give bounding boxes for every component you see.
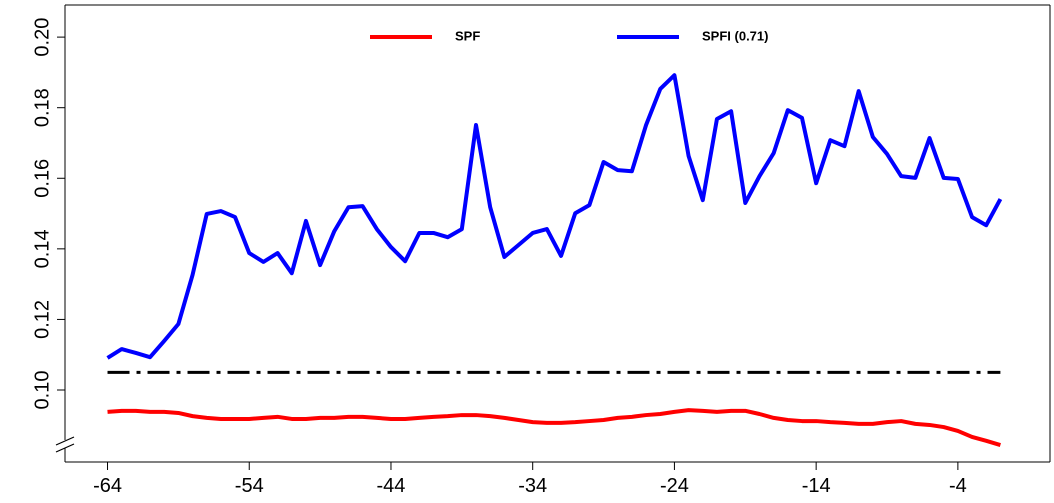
y-tick-label: 0.20 bbox=[31, 18, 53, 57]
x-tick-label: -24 bbox=[660, 475, 689, 497]
axis-break bbox=[55, 436, 75, 446]
x-tick-label: -14 bbox=[802, 475, 831, 497]
legend-label: SPFI (0.71) bbox=[702, 28, 768, 43]
x-tick-label: -64 bbox=[93, 475, 122, 497]
series-line bbox=[106, 73, 1003, 360]
y-tick-label: 0.10 bbox=[31, 371, 53, 410]
legend-label: SPF bbox=[455, 28, 480, 43]
y-tick-label: 0.16 bbox=[31, 159, 53, 198]
y-tick-label: 0.12 bbox=[31, 300, 53, 339]
x-tick-label: -34 bbox=[518, 475, 547, 497]
x-tick-label: -54 bbox=[235, 475, 264, 497]
x-tick-label: -4 bbox=[949, 475, 967, 497]
x-tick-label: -44 bbox=[377, 475, 406, 497]
y-tick-label: 0.14 bbox=[31, 229, 53, 268]
series-line bbox=[107, 408, 1001, 447]
y-tick-label: 0.18 bbox=[31, 88, 53, 127]
